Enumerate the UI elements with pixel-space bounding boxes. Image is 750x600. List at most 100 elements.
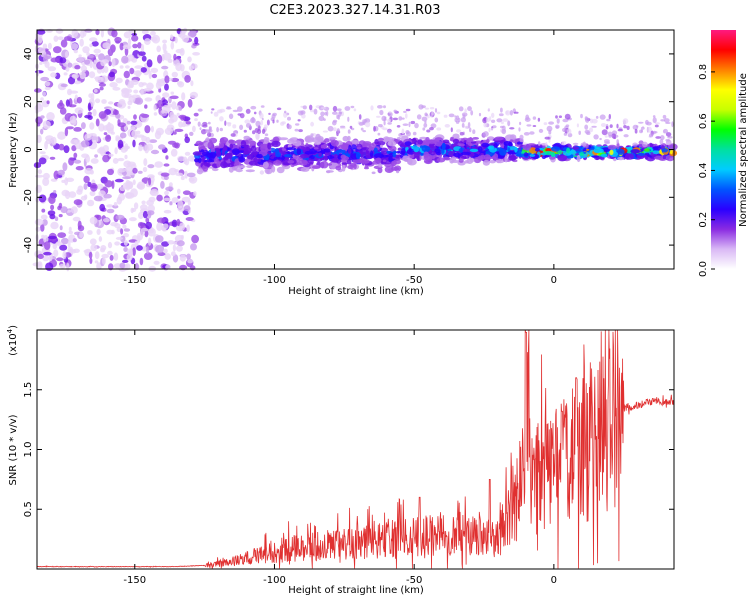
- heatmap-cell: [77, 225, 85, 232]
- heatmap-cell: [173, 53, 177, 61]
- heatmap-cell: [57, 232, 67, 239]
- snr-y-scale-close: ): [8, 325, 19, 329]
- heatmap-cell: [176, 112, 180, 117]
- snr-panel: -150 -100 -50 0 0.5 1.0 1.5 Height of straigh…: [6, 325, 675, 596]
- heatmap-cell: [210, 147, 215, 154]
- heatmap-cell: [57, 36, 64, 40]
- heatmap-cell: [514, 147, 518, 153]
- heatmap-cell: [58, 214, 63, 218]
- heatmap-cell: [155, 244, 165, 254]
- heatmap-cell: [184, 136, 190, 144]
- heatmap-cell: [55, 58, 60, 63]
- heatmap-cell: [91, 135, 99, 144]
- heatmap-cell: [146, 246, 150, 255]
- heatmap-cell: [40, 128, 44, 135]
- heatmap-cell: [143, 158, 148, 167]
- heatmap-cell: [154, 161, 163, 168]
- heatmap-cell: [469, 127, 472, 133]
- heatmap-cell: [44, 86, 51, 91]
- heatmap-cell: [487, 107, 490, 111]
- heatmap-cell: [544, 136, 550, 140]
- heatmap-cell: [84, 167, 94, 175]
- heatmap-cell: [250, 105, 257, 110]
- heatmap-cell: [639, 129, 643, 134]
- heatmap-cell: [652, 146, 662, 151]
- heatmap-cell: [202, 124, 208, 128]
- heatmap-cell: [123, 31, 132, 39]
- heatmap-cell: [112, 157, 119, 164]
- heatmap-cell: [240, 140, 247, 148]
- heatmap-cell: [42, 43, 48, 49]
- heatmap-cell: [62, 162, 68, 172]
- heatmap-cell: [188, 65, 194, 71]
- heatmap-cell: [259, 112, 264, 119]
- heatmap-cell: [76, 96, 82, 104]
- heatmap-cell: [119, 65, 124, 69]
- heatmap-cell: [450, 160, 461, 163]
- heatmap-cell: [264, 133, 269, 136]
- heatmap-cell: [141, 29, 149, 35]
- heatmap-cell: [172, 244, 176, 252]
- heatmap-cell: [72, 238, 77, 243]
- heatmap-cell: [57, 169, 65, 176]
- heatmap-cell: [106, 204, 114, 208]
- heatmap-cell: [228, 113, 234, 120]
- heatmap-cell: [566, 147, 571, 154]
- heatmap-cell: [369, 150, 374, 158]
- heatmap-cell: [504, 155, 508, 163]
- heatmap-y-ticks: -40 -20 0 20 40: [23, 48, 674, 253]
- heatmap-cell: [546, 125, 553, 132]
- heatmap-cell: [253, 157, 258, 162]
- heatmap-cell: [94, 260, 99, 264]
- heatmap-cell: [266, 167, 270, 174]
- heatmap-cell: [96, 262, 102, 270]
- heatmap-cell: [64, 190, 71, 200]
- heatmap-cell: [429, 127, 434, 131]
- heatmap-cell: [496, 118, 503, 123]
- heatmap-cell: [464, 125, 469, 129]
- heatmap-cell: [402, 123, 409, 126]
- heatmap-cell: [371, 171, 376, 175]
- heatmap-cell: [235, 168, 243, 173]
- heatmap-cell: [79, 38, 84, 47]
- heatmap-cell: [156, 222, 163, 231]
- heatmap-cell: [178, 121, 184, 128]
- heatmap-cell: [370, 105, 374, 111]
- heatmap-cell: [216, 126, 220, 133]
- heatmap-cell: [110, 131, 115, 135]
- heatmap-cell: [157, 54, 163, 64]
- heatmap-cell: [141, 135, 148, 142]
- heatmap-cell: [271, 140, 281, 148]
- heatmap-cell: [436, 111, 441, 115]
- heatmap-cell: [267, 142, 272, 150]
- heatmap-cell: [449, 137, 454, 142]
- heatmap-cell: [170, 41, 175, 50]
- heatmap-cell: [350, 144, 357, 150]
- heatmap-cell: [42, 219, 48, 226]
- heatmap-cell: [94, 154, 98, 158]
- heatmap-cell: [82, 46, 90, 54]
- heatmap-cell: [500, 121, 504, 125]
- heatmap-cell: [276, 119, 279, 123]
- heatmap-cell: [165, 264, 171, 270]
- heatmap-cell: [264, 124, 268, 129]
- heatmap-cell: [232, 148, 240, 156]
- heatmap-cell: [90, 158, 99, 164]
- heatmap-cell: [44, 55, 52, 60]
- heatmap-cell: [67, 62, 73, 68]
- heatmap-cell: [588, 127, 594, 133]
- heatmap-cell: [170, 91, 175, 95]
- heatmap-cell: [304, 135, 315, 143]
- heatmap-cell: [170, 77, 180, 83]
- heatmap-cell: [326, 163, 333, 166]
- heatmap-cell: [327, 125, 334, 132]
- heatmap-cell: [213, 111, 219, 117]
- heatmap-cell: [165, 155, 169, 160]
- heatmap-cell: [249, 140, 257, 147]
- heatmap-cell: [83, 175, 90, 184]
- heatmap-cell: [50, 72, 57, 78]
- heatmap-cell: [255, 132, 260, 140]
- heatmap-cell: [93, 195, 103, 202]
- heatmap-cell: [625, 153, 631, 157]
- heatmap-cell: [175, 48, 184, 54]
